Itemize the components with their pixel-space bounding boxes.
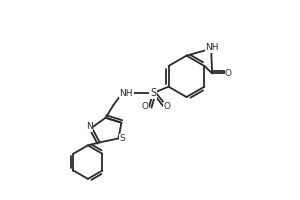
Text: N: N <box>86 122 93 131</box>
Text: O: O <box>164 102 171 111</box>
Text: S: S <box>119 134 125 143</box>
Text: O: O <box>225 69 232 78</box>
Text: NH: NH <box>206 43 219 52</box>
Text: NH: NH <box>120 89 133 98</box>
Text: S: S <box>150 88 156 98</box>
Text: O: O <box>142 102 149 111</box>
